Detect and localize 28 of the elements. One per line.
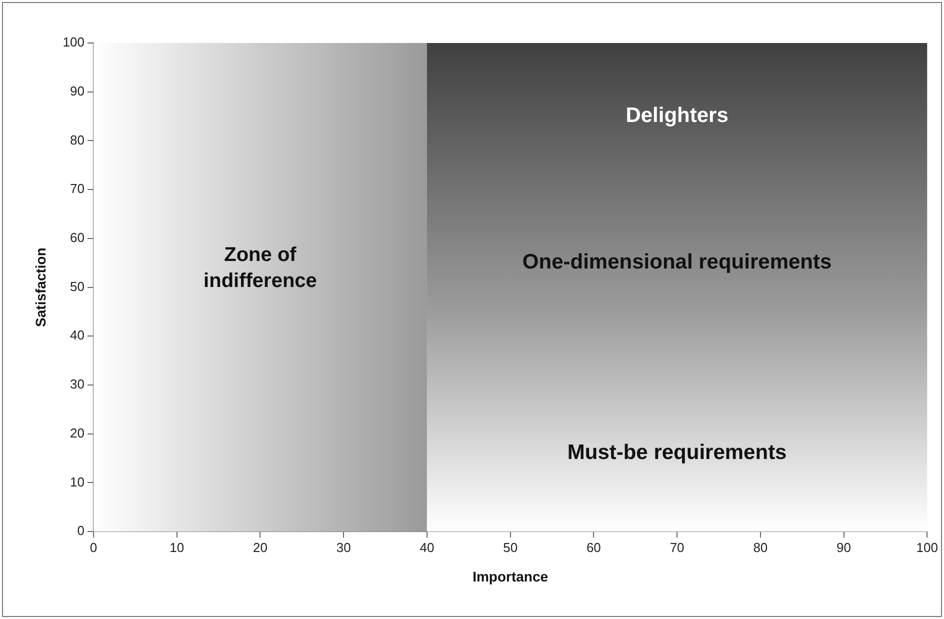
y-tick-label: 50 bbox=[70, 278, 84, 294]
x-tick-label: 10 bbox=[170, 540, 184, 555]
y-tick-label: 80 bbox=[70, 132, 84, 148]
x-tick-label: 80 bbox=[753, 540, 768, 555]
x-tick-label: 50 bbox=[503, 540, 518, 555]
y-tick-label: 0 bbox=[77, 523, 84, 538]
x-tick-label: 30 bbox=[336, 540, 351, 555]
y-tick-label: 70 bbox=[70, 181, 84, 196]
x-tick-label: 70 bbox=[670, 540, 684, 555]
band-label: Zone of indifference bbox=[204, 244, 317, 292]
annotation: One-dimensional requirements bbox=[522, 250, 832, 274]
x-tick-label: 40 bbox=[420, 540, 434, 555]
x-tick-label: 90 bbox=[836, 540, 852, 555]
x-axis-title: Importance bbox=[472, 568, 548, 584]
y-tick-label: 20 bbox=[70, 425, 84, 440]
y-tick-label: 40 bbox=[70, 328, 84, 343]
y-tick-label: 60 bbox=[70, 230, 84, 246]
annotation: Must-be requirements bbox=[567, 441, 787, 464]
x-tick-label: 0 bbox=[90, 540, 98, 555]
x-tick-label: 20 bbox=[252, 540, 268, 555]
y-tick-label: 30 bbox=[70, 376, 84, 392]
y-tick-label: 10 bbox=[70, 474, 84, 490]
x-tick-label: 100 bbox=[916, 540, 938, 555]
y-tick-label: 90 bbox=[70, 83, 84, 98]
y-axis-title: Satisfaction bbox=[32, 248, 48, 327]
y-tick-label: 100 bbox=[62, 34, 84, 50]
x-tick-label: 60 bbox=[586, 540, 601, 555]
annotation: Delighters bbox=[626, 104, 728, 128]
